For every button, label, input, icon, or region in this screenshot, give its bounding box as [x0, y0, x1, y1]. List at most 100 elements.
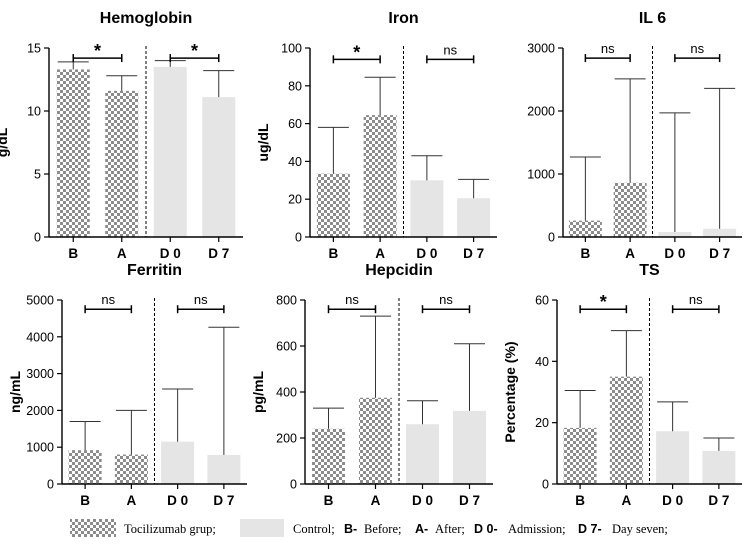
- ts-x-tick-label-3: D 7: [708, 493, 729, 508]
- hepcidin-y-tick-label-4: 800: [276, 294, 297, 308]
- iron-title: Iron: [388, 10, 418, 27]
- ferritin-y-axis-label: ng/mL: [7, 371, 23, 413]
- ferritin-sig-label-1: ns: [194, 292, 208, 307]
- hemoglobin-bar-b: [56, 69, 90, 237]
- ferritin-x-tick-label-2: D 0: [167, 493, 188, 508]
- hemoglobin-y-tick-label-2: 10: [27, 105, 41, 119]
- il6-y-tick-label-0: 0: [548, 231, 555, 245]
- hemoglobin-bar-d7: [202, 97, 236, 237]
- ts-title: TS: [639, 262, 660, 279]
- legend-label-control: Control;: [293, 522, 335, 536]
- iron-bar-b: [316, 173, 350, 237]
- iron-x-tick-label-1: A: [375, 246, 385, 261]
- hepcidin-sig-label-1: ns: [439, 292, 453, 307]
- ferritin-bar-b: [68, 450, 102, 484]
- iron-y-tick-label-0: 0: [295, 231, 302, 245]
- ferritin-y-tick-label-4: 4000: [26, 330, 54, 344]
- ferritin-bar-a: [114, 454, 148, 484]
- ts-x-tick-label-2: D 0: [662, 493, 683, 508]
- hepcidin-bar-d7: [453, 410, 486, 484]
- hemoglobin-title: Hemoglobin: [100, 10, 192, 27]
- il6-chart: IL 6 0 1000 2000 3000 B A D 0 D 7 ns ns: [527, 10, 742, 261]
- legend: Tocilizumab grup; Control; B- Before; A-…: [70, 519, 668, 537]
- hepcidin-x-tick-label-2: D 0: [412, 493, 433, 508]
- il6-x-tick-label-0: B: [581, 246, 591, 261]
- legend-label-before: Before;: [364, 522, 401, 536]
- ferritin-x-tick-label-3: D 7: [213, 493, 234, 508]
- ferritin-y-tick-label-2: 2000: [26, 404, 54, 418]
- hemoglobin-x-tick-label-1: A: [117, 246, 127, 261]
- ts-y-tick-label-3: 60: [535, 294, 549, 308]
- hepcidin-bar-b: [312, 428, 345, 484]
- iron-y-tick-label-5: 100: [281, 42, 302, 56]
- ferritin-y-tick-label-3: 3000: [26, 367, 54, 381]
- hemoglobin-bar-a: [105, 90, 139, 237]
- ts-x-tick-label-0: B: [575, 493, 585, 508]
- ferritin-title: Ferritin: [127, 262, 182, 279]
- hemoglobin-y-axis-label: g/dL: [0, 127, 10, 157]
- ts-chart: TS Percentage (%) 0 20 40 60 B A D 0 D 7 * ns: [502, 262, 742, 508]
- il6-bar-d0: [658, 231, 692, 237]
- il6-sig-label-0: ns: [601, 41, 615, 56]
- ts-x-tick-label-1: A: [622, 493, 632, 508]
- ferritin-y-tick-label-1: 1000: [26, 441, 54, 455]
- hemoglobin-y-tick-label-3: 15: [27, 42, 41, 56]
- il6-y-tick-label-2: 2000: [527, 105, 555, 119]
- ferritin-y-tick-label-5: 5000: [26, 294, 54, 308]
- iron-y-tick-label-4: 80: [288, 79, 302, 93]
- hemoglobin-x-tick-label-0: B: [68, 246, 78, 261]
- iron-bar-d0: [410, 180, 444, 237]
- hepcidin-sig-label-0: ns: [345, 292, 359, 307]
- hemoglobin-x-tick-label-2: D 0: [160, 246, 181, 261]
- iron-x-tick-label-3: D 7: [463, 246, 484, 261]
- il6-y-tick-label-1: 1000: [527, 168, 555, 182]
- ts-y-axis-label: Percentage (%): [502, 341, 518, 442]
- il6-bar-b: [568, 220, 602, 237]
- ferritin-bar-d0: [161, 441, 195, 484]
- legend-label-admission: Admission;: [508, 522, 566, 536]
- il6-sig-label-1: ns: [690, 41, 704, 56]
- ts-bar-d0: [656, 431, 690, 484]
- ferritin-x-tick-label-1: A: [127, 493, 137, 508]
- legend-key-a: A-: [415, 522, 428, 536]
- ts-sig-label-1: ns: [689, 292, 703, 307]
- ferritin-y-tick-label-0: 0: [47, 478, 54, 492]
- iron-bar-a: [363, 115, 397, 237]
- ts-bar-a: [609, 376, 643, 484]
- iron-y-tick-label-2: 40: [288, 155, 302, 169]
- iron-y-axis-label: ug/dL: [255, 123, 271, 162]
- il6-x-tick-label-2: D 0: [664, 246, 685, 261]
- hepcidin-y-axis-label: pg/mL: [250, 371, 266, 413]
- hemoglobin-y-tick-label-1: 5: [34, 168, 41, 182]
- il6-x-tick-label-1: A: [625, 246, 635, 261]
- il6-title: IL 6: [639, 10, 666, 27]
- hepcidin-bar-d0: [406, 424, 439, 484]
- il6-bar-a: [613, 182, 647, 237]
- ts-bar-d7: [702, 450, 736, 484]
- legend-swatch-control: [240, 519, 284, 537]
- il6-x-tick-label-3: D 7: [709, 246, 730, 261]
- hemoglobin-y-tick-label-0: 0: [34, 231, 41, 245]
- iron-y-tick-label-3: 60: [288, 117, 302, 131]
- iron-x-tick-label-0: B: [329, 246, 339, 261]
- iron-x-tick-label-2: D 0: [416, 246, 437, 261]
- hepcidin-y-tick-label-1: 200: [276, 432, 297, 446]
- hemoglobin-chart: Hemoglobin g/dL 0 5 10 15 B A D 0 D 7 * *: [0, 10, 243, 261]
- hepcidin-y-tick-label-2: 400: [276, 386, 297, 400]
- ferritin-x-tick-label-0: B: [80, 493, 90, 508]
- legend-label-after: After;: [435, 522, 465, 536]
- legend-swatch-tocilizumab: [70, 519, 116, 537]
- legend-key-b: B-: [344, 522, 357, 536]
- iron-sig-label-0: *: [353, 42, 360, 62]
- ferritin-sig-label-0: ns: [101, 292, 115, 307]
- hepcidin-bar-a: [359, 397, 392, 484]
- hepcidin-y-tick-label-3: 600: [276, 340, 297, 354]
- ts-bar-b: [563, 427, 597, 484]
- legend-key-d0: D 0-: [474, 522, 498, 536]
- iron-bar-d7: [457, 198, 491, 237]
- legend-label-tocilizumab: Tocilizumab grup;: [124, 522, 216, 536]
- ferritin-bar-d7: [207, 454, 241, 484]
- hepcidin-x-tick-label-3: D 7: [459, 493, 480, 508]
- legend-label-day-seven: Day seven;: [612, 522, 668, 536]
